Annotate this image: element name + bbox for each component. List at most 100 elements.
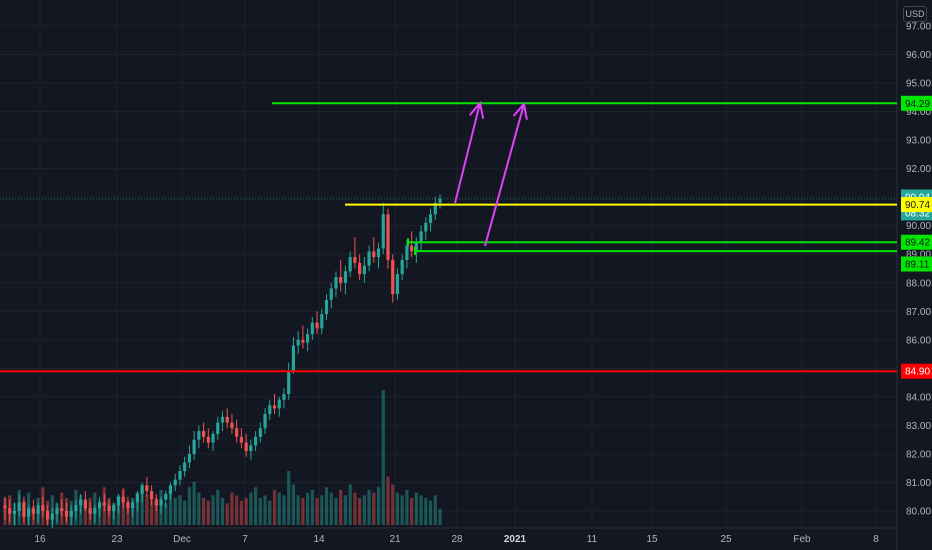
candle-body xyxy=(296,339,300,346)
volume-bar xyxy=(145,495,149,525)
candle-body xyxy=(159,499,163,506)
candle-body xyxy=(112,505,116,511)
candle-body xyxy=(372,251,376,258)
volume-bar xyxy=(249,492,253,525)
candle-body xyxy=(17,502,21,511)
candle-body xyxy=(324,299,329,315)
volume-bar xyxy=(391,484,395,525)
candle-body xyxy=(201,431,206,437)
volume-bar xyxy=(410,498,414,525)
candle-body xyxy=(168,485,173,494)
candle-body xyxy=(126,502,130,509)
candle-body xyxy=(235,428,239,437)
price-badge-label: 89.42 xyxy=(905,238,930,249)
candle-body xyxy=(74,505,78,511)
candle-body xyxy=(197,431,201,440)
time-tick-label: 2021 xyxy=(504,534,527,545)
candle-body xyxy=(410,245,414,252)
candle-body xyxy=(145,485,149,492)
price-badge xyxy=(901,197,932,213)
volume-bar xyxy=(168,492,173,525)
projection-arrow-1 xyxy=(454,102,481,204)
volume-bar xyxy=(192,481,196,525)
candle-body xyxy=(154,499,158,506)
price-tick-label: 96.00 xyxy=(906,50,931,61)
volume-bar xyxy=(428,500,433,525)
projection-arrow-1-head xyxy=(468,100,485,119)
volume-bar xyxy=(381,390,385,525)
candle-body xyxy=(69,511,73,517)
volume-bar xyxy=(277,492,281,525)
candle-body xyxy=(83,499,87,509)
volume-bar xyxy=(367,489,371,525)
candle-body xyxy=(220,416,225,423)
candle-body xyxy=(3,505,7,509)
candle-body xyxy=(428,214,433,223)
volume-bar xyxy=(414,492,418,525)
candle-body xyxy=(320,314,324,329)
candle-body xyxy=(225,416,229,423)
candle-body xyxy=(301,339,305,343)
candle-body xyxy=(121,496,125,503)
candle-body xyxy=(315,322,319,329)
candle-body xyxy=(116,496,121,506)
time-tick-label: 15 xyxy=(646,534,658,545)
volume-bar xyxy=(272,489,277,525)
price-badge xyxy=(901,234,932,250)
volume-bar xyxy=(306,492,310,525)
volume-bar xyxy=(197,492,201,525)
price-tick-label: 87.00 xyxy=(906,307,931,318)
currency-button[interactable]: USD xyxy=(903,6,927,22)
volume-bar xyxy=(334,498,338,525)
time-tick-label: Feb xyxy=(793,534,811,545)
time-tick-label: 7 xyxy=(242,534,248,545)
time-tick-label: 11 xyxy=(587,534,598,545)
volume-bar xyxy=(362,495,366,525)
candle-body xyxy=(88,508,92,514)
price-tick-label: 93.00 xyxy=(906,136,931,147)
volume-bar xyxy=(353,492,357,525)
price-tick-label: 90.00 xyxy=(906,221,931,232)
candle-body xyxy=(192,439,196,454)
volume-bar xyxy=(164,503,168,525)
candle-body xyxy=(310,322,314,335)
time-tick-label: 21 xyxy=(389,534,401,545)
price-tick-label: 92.00 xyxy=(906,164,931,175)
candle-body xyxy=(239,436,244,443)
time-tick-label: 16 xyxy=(34,534,46,545)
candle-body xyxy=(211,433,215,443)
candle-body xyxy=(272,405,277,409)
candle-body xyxy=(216,422,220,434)
volume-bar xyxy=(216,489,220,525)
volume-bar xyxy=(230,492,234,525)
candle-body xyxy=(253,436,258,446)
volume-bar xyxy=(154,498,158,525)
candle-body xyxy=(206,436,210,443)
candle-body xyxy=(178,471,182,480)
candle-body xyxy=(419,231,423,243)
candle-body xyxy=(60,508,64,511)
price-tick-label: 95.00 xyxy=(906,79,931,90)
volume-bar xyxy=(253,487,258,525)
volume-bar xyxy=(405,489,409,525)
candle-body xyxy=(41,505,45,511)
candle-body xyxy=(268,405,272,414)
volume-bar xyxy=(315,498,319,525)
price-tick-label: 94.00 xyxy=(906,107,931,118)
candle-body xyxy=(187,453,192,463)
candle-body xyxy=(306,334,310,343)
candle-body xyxy=(433,202,437,215)
candle-body xyxy=(149,491,154,500)
volume-bar xyxy=(187,487,192,525)
volume-bar xyxy=(201,498,206,525)
candle-body xyxy=(55,508,59,514)
volume-bar xyxy=(239,500,244,525)
candle-body xyxy=(36,505,40,514)
candle-body xyxy=(395,274,400,295)
volume-bar xyxy=(296,495,300,525)
candle-body xyxy=(362,265,366,275)
candle-body xyxy=(31,508,35,514)
candle-body xyxy=(367,251,371,266)
